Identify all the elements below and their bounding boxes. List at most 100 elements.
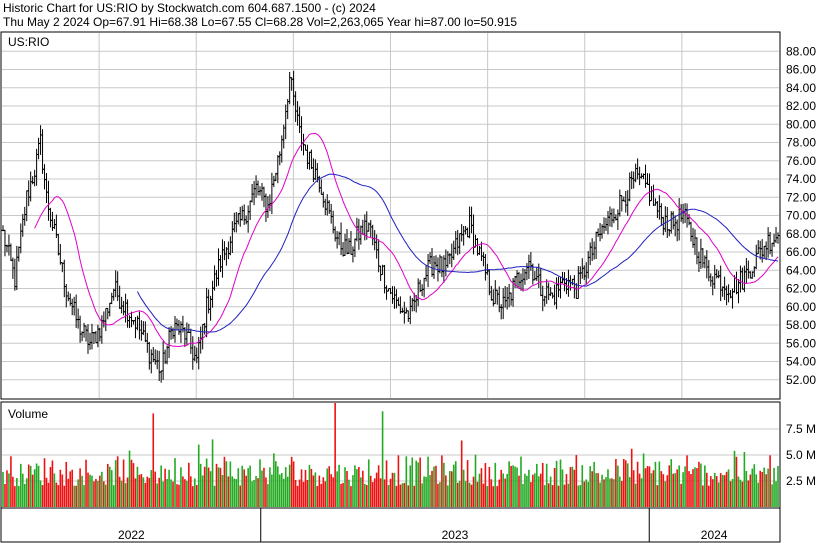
volume-bar — [508, 461, 510, 507]
volume-bar — [395, 485, 398, 507]
volume-bar — [25, 478, 28, 507]
volume-bar — [251, 481, 253, 507]
volume-bar — [373, 478, 376, 507]
volume-bar — [745, 471, 748, 507]
volume-bar — [532, 474, 534, 507]
volume-bar — [666, 475, 669, 507]
volume-bar — [190, 476, 192, 507]
volume-bar — [286, 476, 289, 507]
volume-bar — [541, 462, 544, 507]
volume-bar — [324, 481, 327, 507]
volume-bar — [456, 482, 459, 507]
volume-bar — [439, 482, 441, 507]
volume-bar — [484, 463, 487, 507]
volume-bar — [365, 484, 368, 507]
volume-bar — [419, 457, 421, 507]
volume-bar — [569, 467, 572, 507]
volume-bar — [130, 459, 133, 507]
volume-bar — [702, 485, 704, 507]
volume-bar — [387, 485, 390, 507]
price-tick-label: 86.00 — [786, 63, 816, 77]
volume-bar — [227, 476, 230, 507]
volume-bar — [579, 485, 582, 507]
price-tick-label: 56.00 — [786, 336, 816, 350]
volume-bar — [684, 466, 686, 507]
volume-bar — [186, 480, 188, 507]
volume-bar — [217, 467, 220, 507]
volume-bar — [120, 480, 123, 507]
volume-bar — [709, 476, 712, 507]
volume-bar — [573, 469, 576, 507]
volume-bar — [363, 483, 366, 507]
volume-bar — [628, 477, 631, 507]
volume-bar — [583, 481, 586, 507]
volume-bar — [237, 468, 240, 507]
volume-bar — [737, 476, 740, 507]
volume-bar — [231, 476, 234, 507]
volume-bar — [678, 465, 680, 507]
volume-bar — [201, 475, 204, 507]
volume-bar — [235, 479, 238, 507]
volume-bar — [773, 467, 775, 507]
price-tick-label: 88.00 — [786, 44, 816, 58]
volume-bar — [229, 461, 232, 507]
volume-bar — [37, 465, 40, 507]
volume-bar — [322, 477, 325, 507]
volume-bar — [367, 459, 370, 507]
volume-bar — [638, 473, 641, 507]
volume-bar — [518, 475, 520, 507]
volume-bar — [462, 469, 465, 507]
price-tick-label: 52.00 — [786, 373, 816, 387]
volume-bar — [696, 468, 698, 507]
volume-bar — [522, 483, 524, 507]
volume-bar — [354, 465, 356, 507]
volume-bar — [743, 451, 746, 507]
volume-bar — [105, 484, 107, 507]
volume-bar — [423, 476, 425, 507]
volume-bar — [555, 460, 558, 507]
volume-bar — [362, 470, 364, 507]
volume-bar — [615, 459, 617, 507]
price-axis: 52.00 54.00 56.00 58.00 60.00 62.00 64.00 66.00… — [786, 44, 816, 387]
volume-bar — [348, 479, 350, 507]
volume-bar — [403, 482, 406, 507]
volume-bar — [735, 456, 738, 507]
price-tick-label: 78.00 — [786, 136, 816, 150]
volume-bar — [296, 485, 299, 507]
price-grid — [2, 33, 779, 398]
volume-bar — [624, 460, 627, 507]
volume-bar — [106, 463, 109, 507]
volume-bar — [557, 485, 560, 507]
volume-bar — [261, 470, 263, 507]
volume-bar — [298, 479, 301, 507]
volume-bar — [646, 466, 649, 507]
volume-bar — [585, 479, 588, 507]
volume-bar — [441, 455, 443, 507]
volume-bar — [514, 466, 516, 507]
volume-bar — [619, 476, 621, 507]
volume-bar — [458, 480, 461, 507]
volume-bar — [180, 467, 182, 507]
volume-bar — [498, 479, 501, 507]
volume-bar — [275, 461, 277, 507]
volume-bar — [429, 475, 431, 507]
volume-bar — [640, 478, 643, 507]
price-tick-label: 80.00 — [786, 117, 816, 131]
year-label: 2022 — [118, 528, 145, 542]
volume-bar — [35, 463, 38, 507]
volume-bar — [176, 484, 178, 507]
volume-bar — [626, 463, 629, 507]
volume-bar — [749, 474, 752, 507]
volume-bar — [73, 485, 75, 507]
volume-bar — [405, 456, 408, 507]
volume-bar — [356, 469, 358, 507]
volume-bar — [47, 482, 50, 507]
volume-bar — [496, 486, 499, 507]
volume-bar — [577, 485, 580, 507]
volume-bar — [257, 478, 259, 507]
volume-bar — [81, 475, 83, 507]
volume-bar — [23, 483, 26, 507]
volume-bar — [16, 477, 18, 507]
volume-bar — [474, 454, 477, 507]
volume-bar — [765, 474, 767, 507]
